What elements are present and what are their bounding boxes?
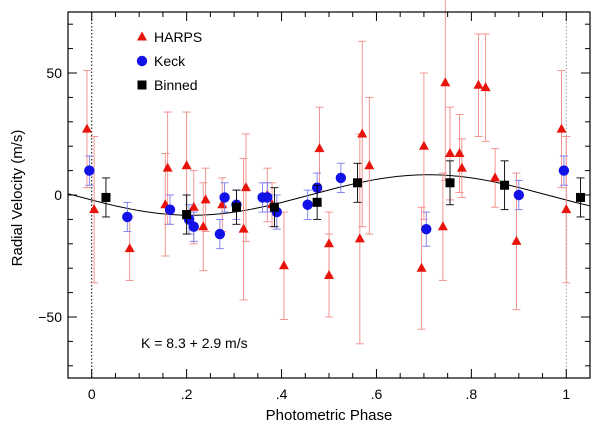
harps-point <box>364 160 375 170</box>
harps-point <box>198 221 209 231</box>
y-tick-label: 0 <box>54 187 62 203</box>
harps-point <box>440 77 451 87</box>
x-tick-label: .2 <box>181 386 193 402</box>
keck-point <box>219 192 230 203</box>
harps-point <box>456 162 467 172</box>
legend-marker-binned <box>137 80 147 90</box>
binned-point <box>352 178 362 188</box>
axes: 0 .2 .4 .6 .8 1 −50 0 50 <box>38 12 590 402</box>
harps-point <box>238 223 249 233</box>
harps-point <box>437 221 448 231</box>
harps-point <box>89 204 100 214</box>
harps-series <box>81 0 572 345</box>
legend-marker-keck <box>136 55 148 67</box>
x-axis-title: Photometric Phase <box>266 407 393 424</box>
keck-point <box>421 223 432 235</box>
legend-label-harps: HARPS <box>154 29 202 45</box>
legend-label-binned: Binned <box>154 77 198 93</box>
harps-point <box>181 160 192 170</box>
binned-point <box>269 202 279 212</box>
sinusoid-fit-curve <box>67 174 591 216</box>
binned-point <box>101 192 111 202</box>
harps-point <box>188 201 199 211</box>
model-curve <box>67 174 591 216</box>
data-series <box>81 0 586 345</box>
x-tick-label: 1 <box>562 386 570 402</box>
harps-point <box>357 128 368 138</box>
y-tick-label: −50 <box>38 309 62 325</box>
harps-point <box>324 270 334 280</box>
harps-point <box>278 260 289 270</box>
keck-point <box>262 192 273 203</box>
harps-point <box>556 123 567 133</box>
harps-point <box>124 243 135 253</box>
x-tick-label: .6 <box>371 386 383 402</box>
y-axis-title: Radial Velocity (m/s) <box>9 130 26 267</box>
keck-point <box>164 204 176 215</box>
keck-point <box>214 228 226 240</box>
keck-point <box>122 211 133 223</box>
harps-point <box>416 262 427 272</box>
y-tick-label: 50 <box>46 65 62 81</box>
legend-marker-harps <box>137 31 147 41</box>
x-tick-label: 0 <box>88 386 96 402</box>
x-tick-label: .8 <box>466 386 478 402</box>
keck-series <box>84 155 570 250</box>
binned-point <box>312 197 322 207</box>
harps-point <box>473 79 484 89</box>
harps-point <box>418 140 429 150</box>
harps-point <box>240 182 251 192</box>
harps-point <box>81 123 92 133</box>
harps-point <box>490 172 501 182</box>
harps-point <box>511 235 522 245</box>
harps-point <box>314 143 325 153</box>
binned-point <box>182 210 192 220</box>
keck-point <box>513 189 525 201</box>
legend: HARPS Keck Binned <box>136 29 202 93</box>
legend-label-keck: Keck <box>154 53 186 69</box>
harps-point <box>445 148 456 158</box>
binned-series <box>101 160 586 235</box>
binned-point <box>500 180 510 190</box>
keck-point <box>84 165 95 176</box>
harps-point <box>354 233 365 243</box>
keck-point <box>302 199 313 210</box>
keck-point <box>188 221 199 232</box>
harps-point <box>454 148 465 158</box>
plot-frame <box>67 11 591 379</box>
binned-point <box>576 192 586 202</box>
harps-point <box>561 204 572 214</box>
harps-point <box>162 162 173 172</box>
harps-point <box>200 194 211 204</box>
x-tick-label: .4 <box>276 386 288 402</box>
amplitude-annotation: K = 8.3 + 2.9 m/s <box>141 335 248 351</box>
harps-point <box>480 82 491 92</box>
keck-point <box>335 172 347 184</box>
keck-point <box>558 165 570 176</box>
binned-point <box>231 202 241 212</box>
binned-point <box>445 178 455 188</box>
harps-point <box>324 238 334 248</box>
